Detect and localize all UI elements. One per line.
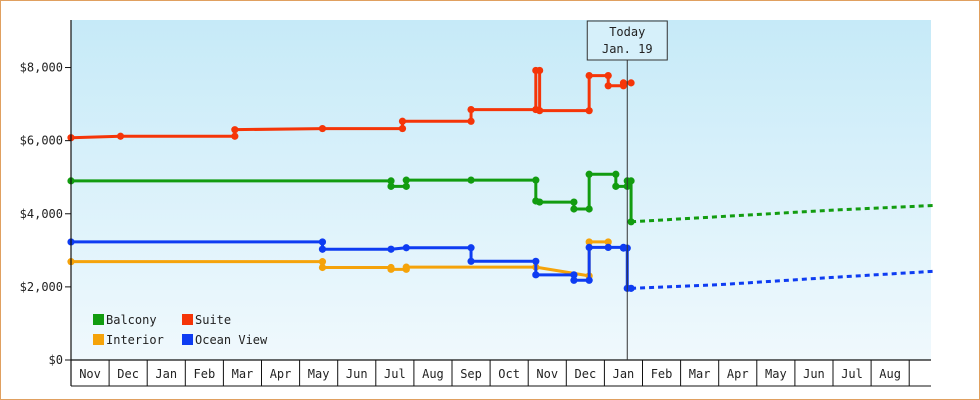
data-point xyxy=(318,124,327,133)
data-point xyxy=(532,176,540,184)
month-label: Oct xyxy=(498,367,520,381)
data-point xyxy=(387,265,395,273)
data-point xyxy=(532,257,540,265)
month-label: Feb xyxy=(651,367,673,381)
month-label: Jan xyxy=(155,367,177,381)
data-point xyxy=(402,182,410,190)
month-label: May xyxy=(765,367,787,381)
legend-swatch-ocean-view xyxy=(182,334,193,345)
month-label: Apr xyxy=(270,367,292,381)
plot-background xyxy=(71,20,931,360)
month-label: Jan xyxy=(613,367,635,381)
data-point xyxy=(627,177,635,185)
month-label: Mar xyxy=(689,367,711,381)
series-projection-balcony xyxy=(630,203,936,224)
legend-label-suite: Suite xyxy=(195,313,231,327)
data-point xyxy=(398,124,407,133)
month-label: Aug xyxy=(879,367,901,381)
data-point xyxy=(467,176,475,184)
data-point xyxy=(570,205,578,213)
month-label: Apr xyxy=(727,367,749,381)
data-point xyxy=(604,238,612,246)
data-point xyxy=(467,257,475,265)
legend-label-ocean-view: Ocean View xyxy=(195,333,268,347)
today-label: Today xyxy=(609,25,645,39)
data-point xyxy=(387,182,395,190)
y-tick-label: $8,000 xyxy=(20,61,63,75)
data-point xyxy=(231,126,239,134)
month-label: Sep xyxy=(460,367,482,381)
data-point xyxy=(467,117,475,125)
data-point xyxy=(570,198,578,206)
data-point xyxy=(116,132,125,140)
data-point xyxy=(387,177,395,185)
month-label: Jun xyxy=(346,367,368,381)
month-label: Nov xyxy=(536,367,558,381)
today-date-label: Jan. 19 xyxy=(602,42,653,56)
y-tick-label: $6,000 xyxy=(20,134,63,148)
month-label: Aug xyxy=(422,367,444,381)
data-point xyxy=(536,66,544,75)
legend-swatch-balcony xyxy=(93,314,104,325)
data-point xyxy=(585,243,593,251)
today-box xyxy=(586,20,668,61)
data-point xyxy=(585,71,593,80)
month-label: Mar xyxy=(232,367,254,381)
month-label: Dec xyxy=(575,367,597,381)
month-label: Jul xyxy=(841,367,863,381)
legend-swatch-interior xyxy=(93,334,104,345)
data-point xyxy=(612,170,620,178)
data-point xyxy=(318,263,327,272)
month-label: Dec xyxy=(117,367,139,381)
data-point xyxy=(585,170,593,178)
month-label: May xyxy=(308,367,330,381)
data-point xyxy=(231,132,239,140)
data-point xyxy=(536,107,544,115)
series-projection-ocean-view xyxy=(631,269,936,290)
data-point xyxy=(612,182,620,190)
data-point xyxy=(402,263,410,271)
y-tick-label: $2,000 xyxy=(20,280,63,294)
data-point xyxy=(570,271,578,279)
legend-label-interior: Interior xyxy=(106,333,164,347)
y-tick-label: $4,000 xyxy=(20,207,63,221)
data-point xyxy=(604,243,612,251)
data-point xyxy=(532,271,540,279)
data-point xyxy=(627,218,635,226)
data-point xyxy=(318,245,327,253)
data-point xyxy=(536,198,544,206)
data-point xyxy=(619,79,628,87)
data-point xyxy=(467,244,475,252)
data-point xyxy=(585,238,593,246)
data-point xyxy=(604,82,612,90)
data-point xyxy=(318,238,327,246)
y-tick-label: $0 xyxy=(49,353,63,367)
month-label: Nov xyxy=(79,367,101,381)
data-point xyxy=(604,71,612,80)
data-point xyxy=(585,276,593,284)
data-point xyxy=(627,284,635,292)
legend-label-balcony: Balcony xyxy=(106,313,157,327)
data-point xyxy=(570,276,578,284)
data-point xyxy=(585,107,593,115)
month-label: Jun xyxy=(803,367,825,381)
data-point xyxy=(402,244,410,252)
data-point xyxy=(402,176,410,184)
data-point xyxy=(627,79,635,87)
data-point xyxy=(318,258,327,266)
data-point xyxy=(398,117,407,125)
data-point xyxy=(387,245,395,253)
legend-swatch-suite xyxy=(182,314,193,325)
data-point xyxy=(467,105,475,114)
month-label: Feb xyxy=(194,367,216,381)
data-point xyxy=(585,205,593,213)
month-label: Jul xyxy=(384,367,406,381)
